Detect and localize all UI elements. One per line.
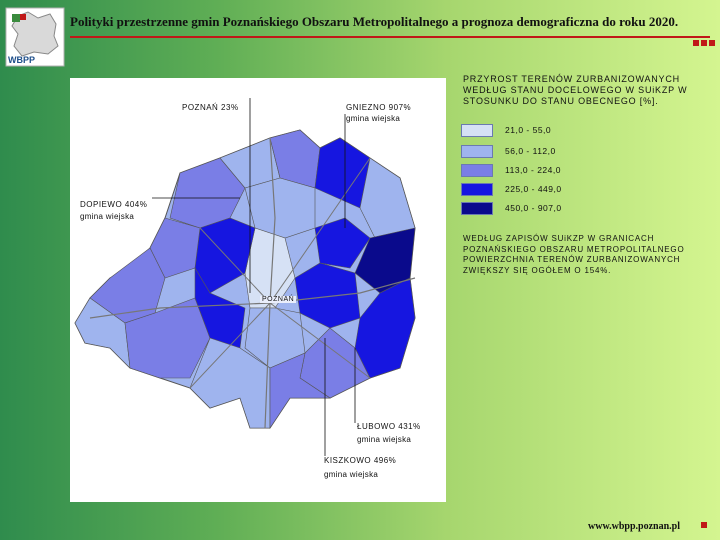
- legend-swatch: [461, 183, 493, 196]
- map-road: [264, 137, 276, 429]
- legend-title: PRZYROST TERENÓW ZURBANIZOWANYCH WEDŁUG …: [463, 74, 688, 106]
- callout-lubowo-sub: gmina wiejska: [357, 435, 412, 444]
- callout-leader: [410, 78, 415, 123]
- map-district: [149, 217, 201, 279]
- map-district: [269, 352, 331, 429]
- logo-text: WBPP: [8, 55, 35, 65]
- legend-label: 56,0 - 112,0: [505, 146, 556, 156]
- callout-dopiewo-sub: gmina wiejska: [80, 212, 135, 221]
- summary-note: WEDŁUG ZAPISÓW SUiKZP W GRANICACH POZNAŃ…: [463, 234, 685, 275]
- callout-gniezno: GNIEZNO 907%: [346, 103, 412, 112]
- callout-gniezno-sub: gmina wiejska: [346, 114, 401, 123]
- accent-square: [693, 40, 699, 46]
- map-city-label: POZNAŃ: [260, 296, 297, 303]
- region-map: [74, 78, 416, 456]
- map-district: [189, 337, 271, 429]
- legend-swatch: [461, 202, 493, 215]
- callout-poznan: POZNAŃ 23%: [182, 103, 239, 112]
- legend-label: 113,0 - 224,0: [505, 165, 561, 175]
- callout-dopiewo: DOPIEWO 404%: [80, 200, 148, 209]
- title-divider: [70, 36, 710, 38]
- map-road: [189, 157, 371, 389]
- legend-label: 225,0 - 449,0: [505, 184, 562, 194]
- footer-url: www.wbpp.poznan.pl: [588, 521, 680, 532]
- legend-swatch: [461, 145, 493, 158]
- wbpp-logo-icon: [5, 7, 65, 67]
- page-title: Polityki przestrzenne gmin Poznańskiego …: [70, 14, 679, 29]
- legend-swatch: [461, 164, 493, 177]
- accent-square: [709, 40, 715, 46]
- map-district: [314, 217, 371, 269]
- callout-kiszkowo-sub: gmina wiejska: [324, 470, 379, 479]
- callout-lubowo: ŁUBOWO 431%: [357, 422, 421, 431]
- legend-label: 21,0 - 55,0: [505, 125, 552, 135]
- accent-square: [701, 40, 707, 46]
- legend-swatch: [461, 124, 493, 137]
- accent-square: [701, 522, 707, 528]
- legend-label: 450,0 - 907,0: [505, 203, 562, 213]
- callout-kiszkowo: KISZKOWO 496%: [324, 456, 397, 465]
- map-panel: POZNAŃ: [70, 78, 446, 502]
